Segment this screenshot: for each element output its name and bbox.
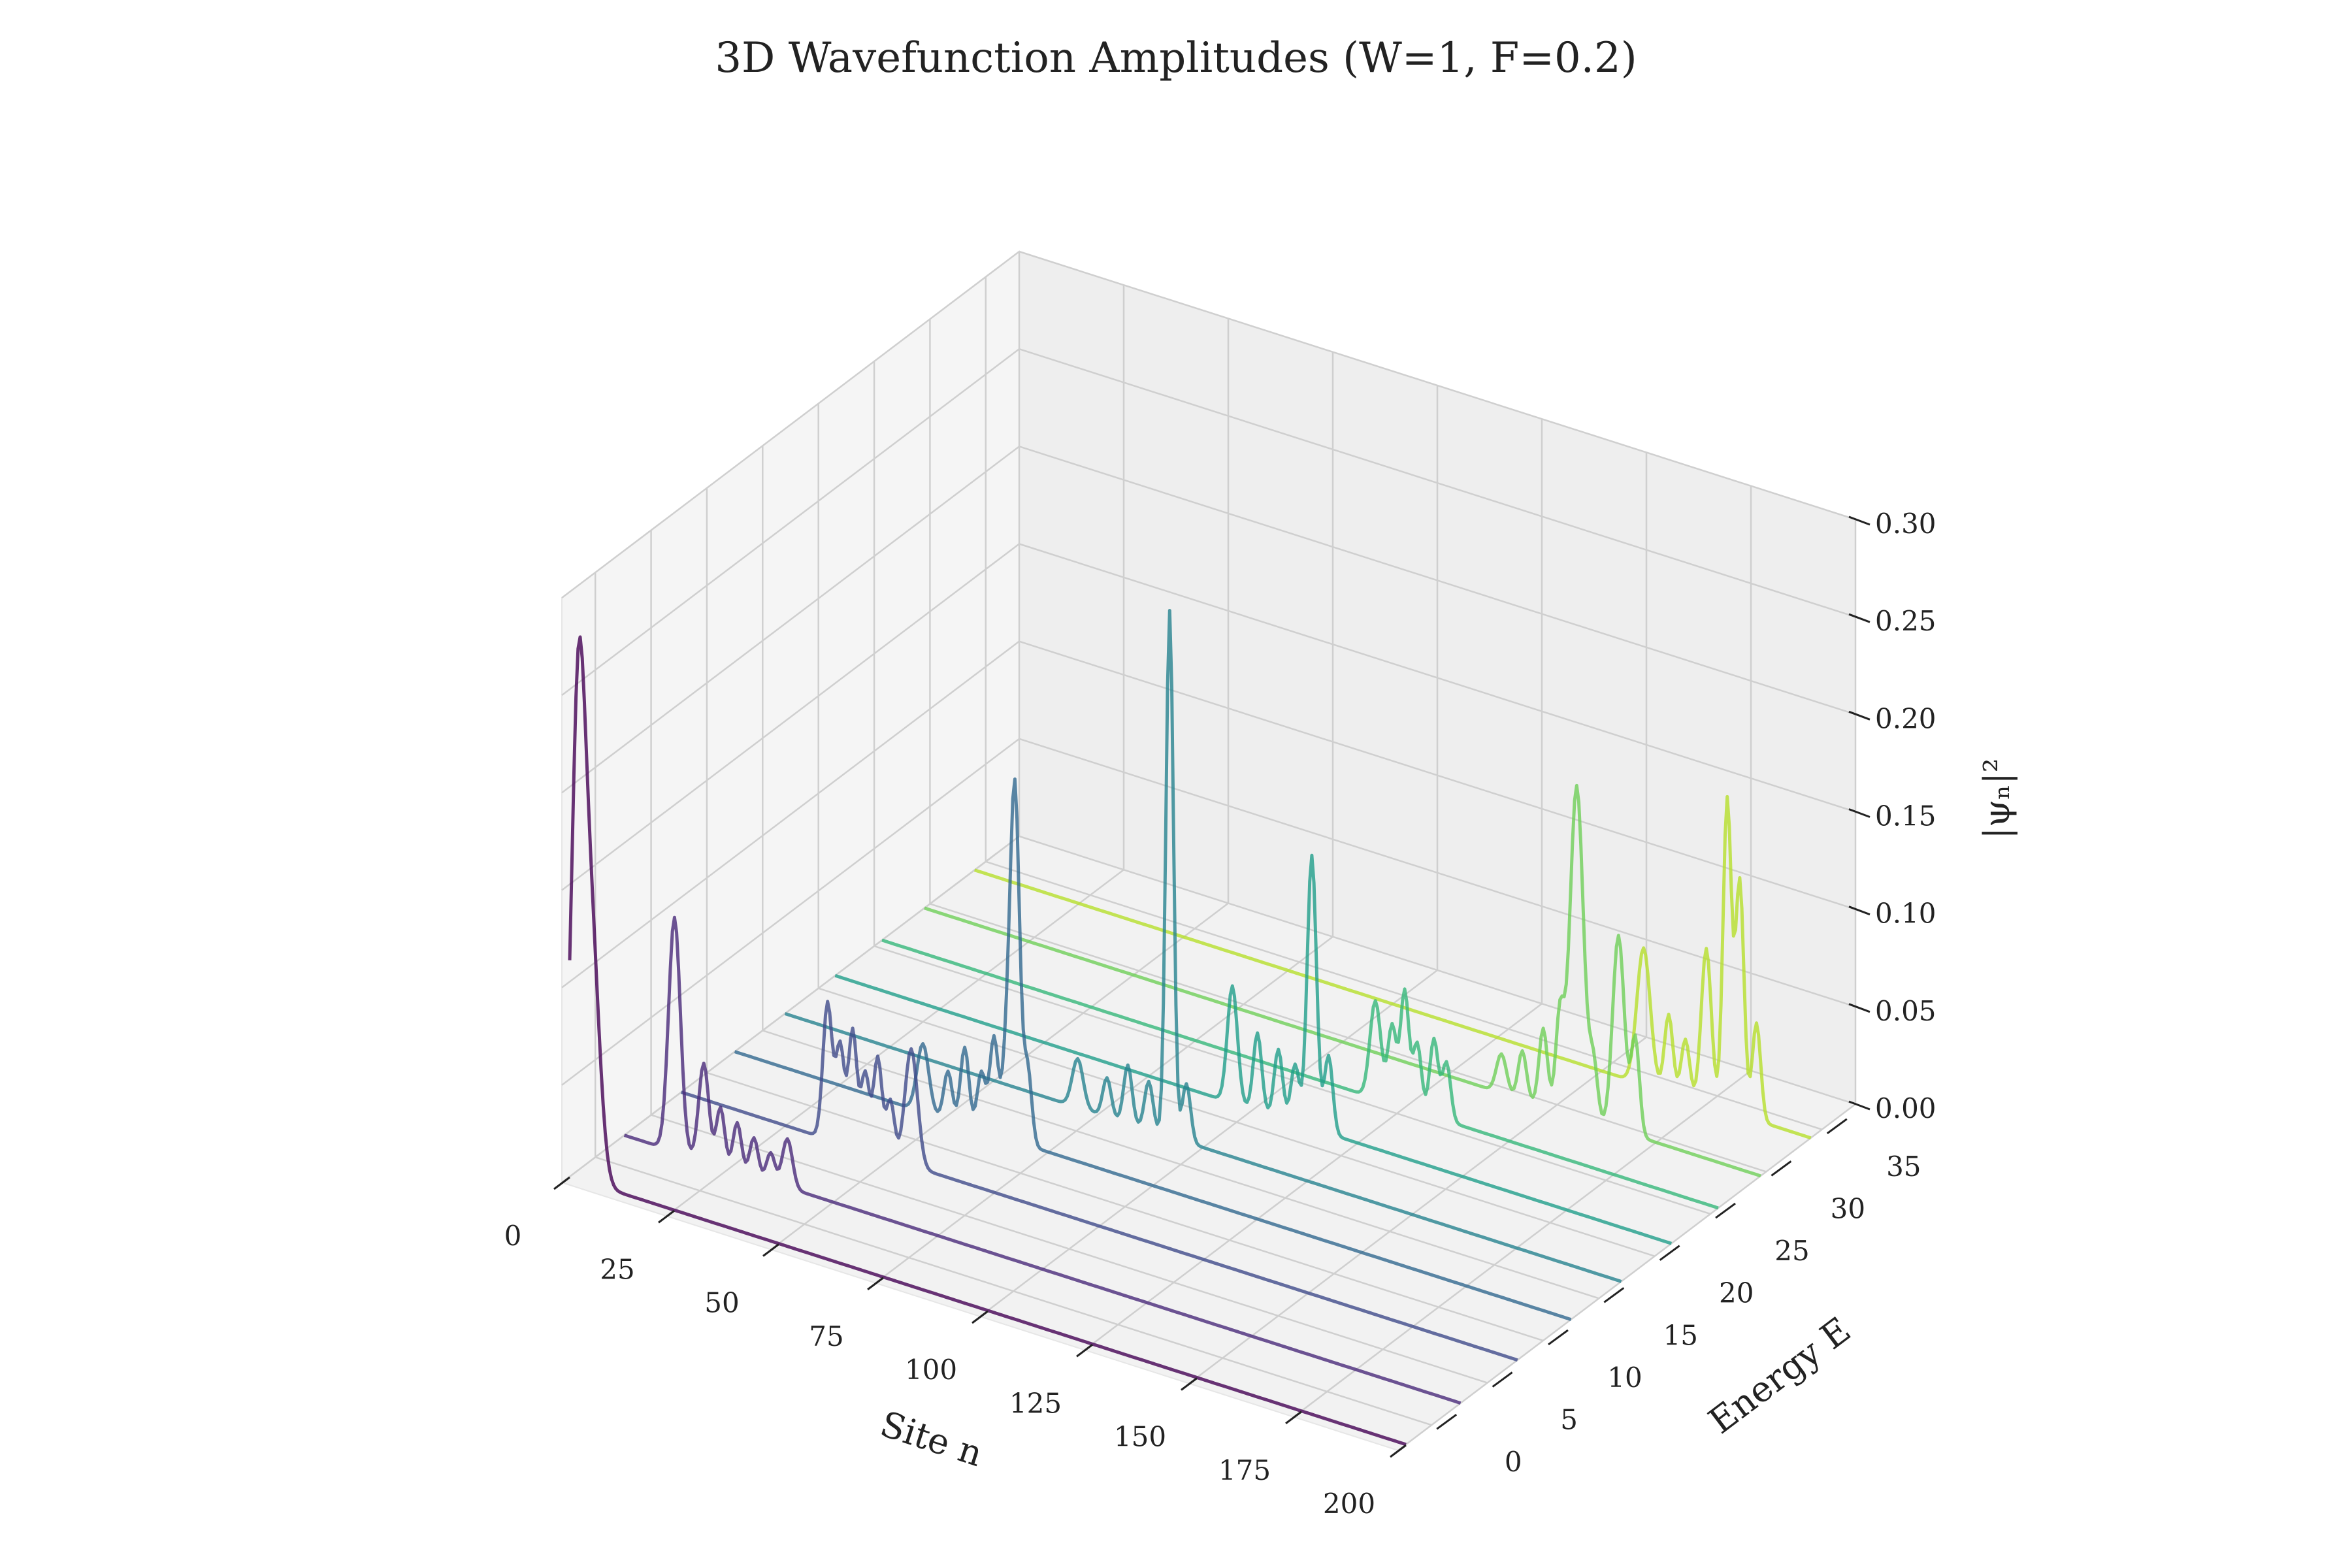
x-tick-label: 50 <box>704 1287 739 1319</box>
tick-mark <box>1603 1287 1625 1303</box>
z-tick-label: 0.15 <box>1875 800 1936 832</box>
y-tick-label: 25 <box>1774 1235 1809 1267</box>
z-gridline <box>1019 738 1856 1008</box>
y-tick-label: 15 <box>1663 1319 1698 1351</box>
z-gridline <box>1019 835 1856 1105</box>
z-tick-label: 0.10 <box>1875 898 1936 930</box>
x-gridline <box>875 936 1333 1284</box>
series-line <box>680 1000 1518 1362</box>
tick-mark <box>1492 1371 1513 1388</box>
tick-mark <box>1181 1377 1198 1391</box>
tick-mark <box>867 1277 884 1290</box>
tick-mark <box>1848 613 1870 623</box>
z-gridline <box>1019 250 1856 521</box>
z-axis-label: |ψₙ|² <box>1976 759 2017 840</box>
y-tick-label: 30 <box>1831 1192 1865 1224</box>
y-gridline <box>762 1030 1599 1299</box>
x-tick-label: 175 <box>1218 1454 1271 1486</box>
y-gridline <box>706 1071 1544 1342</box>
z-tick-label: 0.25 <box>1875 605 1936 637</box>
tick-mark <box>972 1310 988 1324</box>
tick-mark <box>1848 710 1870 721</box>
z-gridline <box>561 543 1020 891</box>
tick-mark <box>1848 1003 1870 1013</box>
tick-mark <box>1848 906 1870 916</box>
z-gridline <box>1019 640 1856 910</box>
series-line <box>834 853 1673 1245</box>
x-tick-label: 150 <box>1114 1421 1166 1453</box>
axis-ticks: 0 25 50 75 100 125 150 175 200 0 5 10 15 20 25 30 35 0.00… <box>504 508 1936 1520</box>
z-gridline <box>1019 446 1856 715</box>
z-gridline <box>561 251 1020 598</box>
tick-mark <box>658 1210 675 1224</box>
x-tick-label: 75 <box>809 1320 843 1352</box>
y-tick-label: 10 <box>1607 1362 1642 1394</box>
y-tick-label: 35 <box>1886 1151 1921 1183</box>
z-tick-label: 0.30 <box>1875 508 1936 540</box>
gridlines <box>561 250 1857 1451</box>
series-line <box>623 915 1462 1405</box>
y-gridline <box>818 987 1656 1257</box>
chart-title: 3D Wavefunction Amplitudes (W=1, F=0.2) <box>715 34 1637 82</box>
tick-mark <box>1548 1329 1569 1346</box>
x-tick-label: 0 <box>504 1220 522 1252</box>
x-tick-label: 125 <box>1009 1387 1062 1419</box>
y-gridline <box>595 1156 1432 1426</box>
tick-mark <box>1436 1414 1458 1430</box>
y-tick-label: 20 <box>1719 1277 1754 1309</box>
tick-mark <box>1848 1100 1870 1111</box>
x-gridline <box>979 970 1438 1317</box>
z-gridline <box>561 836 1020 1183</box>
series-line <box>734 777 1572 1321</box>
series-line <box>568 635 1407 1446</box>
y-gridline <box>651 1114 1488 1384</box>
x-tick-label: 200 <box>1323 1488 1375 1520</box>
tick-mark <box>553 1176 570 1190</box>
tick-mark <box>1390 1444 1407 1458</box>
series-line <box>973 794 1812 1140</box>
z-gridline <box>561 348 1020 696</box>
z-tick-label: 0.05 <box>1875 995 1936 1027</box>
y-tick-label: 5 <box>1560 1404 1578 1436</box>
z-gridline <box>561 446 1020 794</box>
x-gridline <box>1397 1103 1856 1451</box>
x-gridline <box>1188 1036 1647 1384</box>
tick-mark <box>1826 1118 1848 1134</box>
x-tick-label: 25 <box>600 1253 634 1285</box>
tick-mark <box>762 1243 779 1257</box>
tick-mark <box>1659 1245 1680 1261</box>
tick-mark <box>1848 808 1870 818</box>
x-gridline <box>1084 1003 1543 1351</box>
tick-mark <box>1715 1202 1736 1219</box>
z-gridline <box>561 738 1020 1086</box>
tick-mark <box>1285 1411 1302 1424</box>
series-group <box>568 609 1812 1446</box>
z-gridline <box>1019 348 1856 618</box>
tick-mark <box>1848 515 1870 526</box>
z-tick-label: 0.20 <box>1875 702 1936 734</box>
tick-mark <box>1771 1160 1792 1177</box>
y-gridline <box>930 903 1767 1173</box>
z-gridline <box>1019 543 1856 813</box>
z-tick-label: 0.00 <box>1875 1092 1936 1124</box>
x-gridline <box>1293 1070 1752 1418</box>
tick-mark <box>1076 1344 1093 1358</box>
series-line <box>784 609 1622 1283</box>
x-tick-label: 100 <box>905 1354 957 1386</box>
z-gridline <box>561 640 1020 988</box>
series-line <box>924 783 1761 1178</box>
y-tick-label: 0 <box>1505 1446 1522 1478</box>
